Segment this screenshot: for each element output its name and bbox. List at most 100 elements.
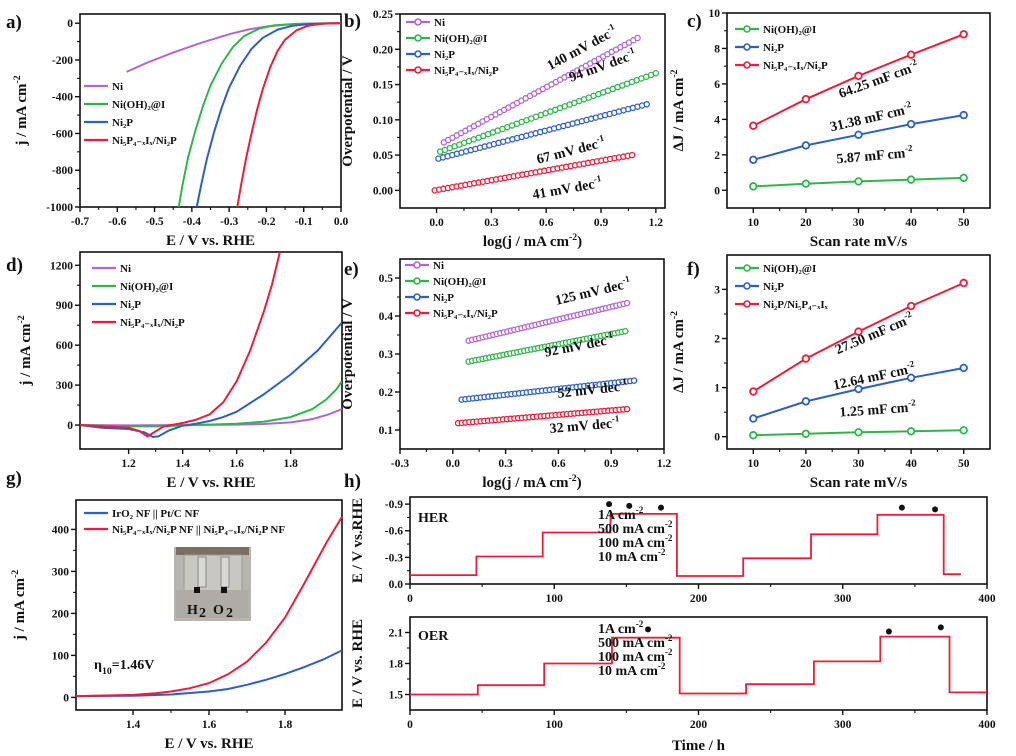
o2-label: O — [213, 603, 224, 618]
y-axis-label: j / mA cm-2 — [12, 75, 30, 146]
x-tick-label: 0.3 — [498, 458, 513, 470]
y-axis-label: ΔJ / mA cm-2 — [669, 311, 687, 393]
plot-frame — [399, 13, 666, 209]
series-line — [195, 22, 342, 208]
y-tick-label: 2 — [714, 150, 720, 162]
x-tick-label: -0.3 — [220, 216, 238, 228]
cdl-label: 27.50 mF cm-2 — [832, 309, 916, 358]
y-tick-label: 1 — [714, 383, 720, 395]
data-point — [801, 397, 811, 406]
y-tick-label: 400 — [52, 524, 70, 536]
panel-d: 1.2 1.4 1.6 1.8 0 300 600 900 1200 E / V vs. RHE j… — [16, 251, 343, 491]
panel-label: f) — [687, 259, 700, 280]
y-tick-label: -200 — [52, 55, 73, 67]
legend-label: Ni — [434, 17, 445, 29]
x-tick-label: 0.0 — [446, 458, 461, 470]
legend-label: Ni₂P — [120, 299, 141, 311]
legend-label: Ni(OH)₂@I — [763, 263, 816, 275]
eta10-annotation: η10=1.46V — [94, 658, 154, 677]
legend-label: Ni(OH)₂@I — [112, 99, 165, 111]
data-point — [854, 384, 863, 394]
legend-marker — [743, 61, 751, 69]
data-point — [749, 387, 758, 396]
x-tick-label: 1.2 — [657, 458, 672, 470]
x-tick-label: 0 — [407, 593, 413, 605]
x-tick-label: -0.5 — [145, 216, 163, 228]
y-tick-label: 300 — [56, 380, 74, 392]
data-point — [749, 414, 758, 423]
legend-label: Ni₂P/Ni₅P₄₋ₓIₓ — [763, 299, 829, 311]
legend-label: Ni₅P₄₋ₓIₓ/Ni₂P NF || Ni₅P₄₋ₓIₓ/Ni₂P NF — [112, 524, 285, 536]
y-tick-label: 1.5 — [389, 690, 404, 702]
x-tick-label: 100 — [546, 719, 564, 731]
legend-marker — [413, 309, 421, 317]
legend-label: Ni₅P₄₋ₓIₓ/Ni₂P — [763, 60, 828, 72]
data-point — [801, 94, 811, 104]
plot-frame — [409, 616, 988, 711]
x-tick-label: 400 — [978, 719, 996, 731]
data-point — [801, 429, 811, 438]
data-point — [623, 405, 631, 413]
x-tick-label: 20 — [800, 217, 812, 229]
x-axis-label: log(j / mA cm-2) — [483, 232, 582, 250]
x-tick-label: 0.6 — [539, 217, 554, 229]
data-point — [854, 177, 863, 186]
data-point — [906, 175, 916, 184]
h2-subscript: 2 — [199, 606, 206, 621]
x-tick-label: 0.0 — [334, 216, 349, 228]
series-line — [75, 516, 343, 698]
legend-label: Ni(OH)₂@I — [763, 24, 816, 36]
y-tick-label: 0.15 — [373, 80, 393, 92]
x-tick-label: 1.4 — [126, 719, 141, 731]
panel-g: 1.4 1.6 1.8 0 100 200 300 400 E / V vs. RHE j / m… — [10, 499, 343, 752]
x-axis-label: log(j / mA cm-2) — [482, 473, 581, 491]
data-point — [801, 354, 811, 363]
stability-curve — [410, 513, 961, 577]
data-point — [959, 363, 968, 373]
y-tick-label: 300 — [52, 566, 70, 578]
x-tick-label: 40 — [905, 217, 917, 229]
y-tick-label: -1000 — [46, 202, 73, 214]
x-tick-label: 0.9 — [604, 458, 619, 470]
data-point — [623, 299, 631, 307]
y-tick-label: 900 — [56, 300, 74, 312]
current-density-label: 10 mA cm-2 — [598, 547, 666, 565]
plot-frame — [79, 251, 343, 450]
x-tick-label: 30 — [853, 217, 865, 229]
y-tick-label: 6 — [714, 79, 720, 91]
data-point — [854, 130, 863, 139]
data-point — [749, 155, 758, 164]
legend-label: Ni(OH)₂@I — [120, 281, 173, 293]
series-line — [80, 380, 342, 428]
x-tick-label: 50 — [958, 458, 970, 470]
panel-label: c) — [687, 11, 702, 32]
x-tick-label: -0.1 — [295, 216, 313, 228]
marker-dot — [937, 624, 944, 631]
data-point — [906, 119, 916, 129]
y-tick-label: -400 — [52, 92, 73, 104]
x-tick-label: 300 — [834, 719, 852, 731]
y-tick-label: 4 — [714, 114, 720, 126]
data-point — [959, 173, 968, 183]
panel-label: b) — [344, 11, 361, 32]
o2-subscript: 2 — [226, 606, 233, 621]
data-point — [906, 373, 916, 382]
data-point — [854, 327, 863, 336]
cdl-label: 1.25 mF cm-2 — [839, 397, 917, 420]
legend-label: Ni(OH)₂@I — [433, 276, 486, 288]
marker-dot — [606, 501, 613, 508]
data-point — [643, 101, 650, 108]
y-tick-label: 200 — [52, 608, 70, 620]
h2-label: H — [187, 603, 198, 618]
y-tick-label: -0.9 — [385, 499, 403, 511]
y-tick-label: 0.5 — [379, 273, 394, 285]
current-density-label: 1A cm-2 — [598, 505, 644, 523]
legend-marker — [413, 293, 421, 301]
y-tick-label: 0 — [67, 18, 73, 30]
x-tick-label: 0.6 — [551, 458, 566, 470]
panel-label: g) — [6, 468, 22, 489]
legend-label: Ni(OH)₂@I — [434, 33, 487, 45]
panel-b: 0.0 0.3 0.6 0.9 1.2 0.00 0.05 0.10 0.15 0.20 0.25 l… — [340, 9, 666, 250]
data-point — [652, 70, 660, 77]
